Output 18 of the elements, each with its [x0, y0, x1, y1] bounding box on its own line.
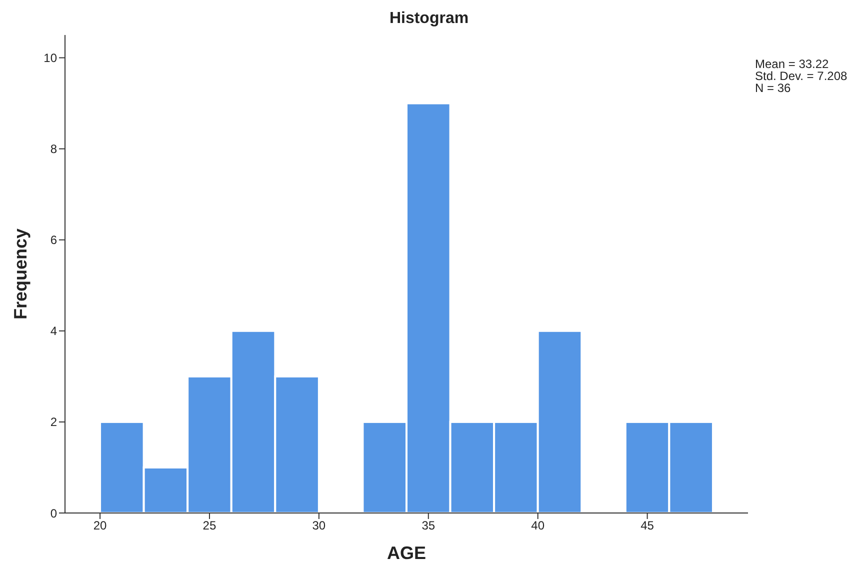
y-tick-label: 2 — [50, 415, 58, 430]
y-tick-label: 4 — [50, 324, 58, 338]
x-tick-label: 40 — [531, 518, 545, 533]
text: Mean = 33.22 — [755, 57, 830, 71]
chart-title: Histogram — [388, 10, 470, 28]
x-tick-label: 20 — [93, 518, 108, 533]
y-tick-label: 10 — [44, 51, 58, 66]
x-axis-title: AGE — [386, 543, 426, 563]
x-tick-label: 25 — [202, 518, 216, 533]
text: N = 36 — [755, 81, 792, 95]
y-tick-label: 6 — [50, 233, 58, 248]
x-tick-label: 45 — [640, 518, 654, 533]
y-axis-title: Frequency — [10, 228, 30, 320]
text: Std. Dev. = 7.208 — [755, 69, 848, 83]
y-tick-label: 0 — [50, 506, 58, 520]
y-tick-label: 8 — [50, 142, 58, 156]
x-tick-label: 35 — [422, 518, 436, 533]
x-tick-label: 30 — [312, 518, 326, 533]
